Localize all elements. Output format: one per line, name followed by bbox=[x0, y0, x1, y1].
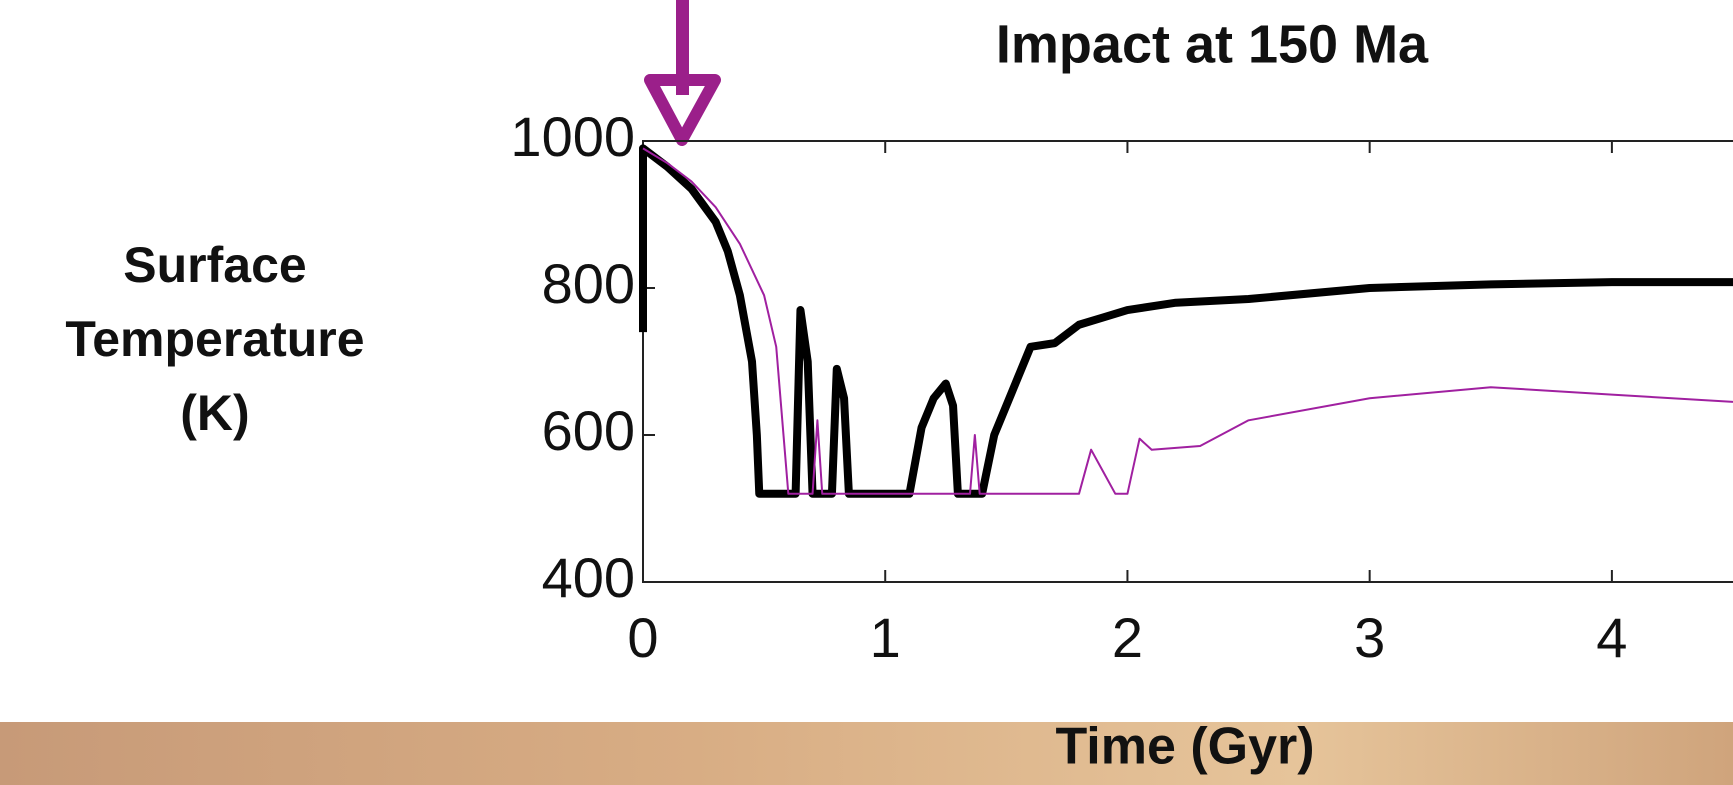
x-tick-label: 0 bbox=[627, 606, 658, 669]
x-tick-label: 3 bbox=[1354, 606, 1385, 669]
plot-frame bbox=[642, 140, 1733, 583]
chart-title: Impact at 150 Ma bbox=[996, 14, 1429, 74]
y-axis-label: Surface Temperature (K) bbox=[65, 237, 365, 441]
x-tick-label: 2 bbox=[1112, 606, 1143, 669]
y-tick-label: 1000 bbox=[510, 105, 635, 168]
y-tick-label: 600 bbox=[542, 399, 635, 462]
x-axis-label: Time (Gyr) bbox=[1055, 718, 1314, 776]
series-line bbox=[639, 144, 1733, 498]
x-tick-label: 1 bbox=[870, 606, 901, 669]
x-tick-label: 4 bbox=[1596, 606, 1627, 669]
background-band bbox=[0, 722, 1733, 785]
series-line bbox=[642, 147, 1733, 495]
y-tick-label: 400 bbox=[542, 546, 635, 609]
y-tick-label: 800 bbox=[542, 252, 635, 315]
arrow bbox=[644, 0, 721, 146]
